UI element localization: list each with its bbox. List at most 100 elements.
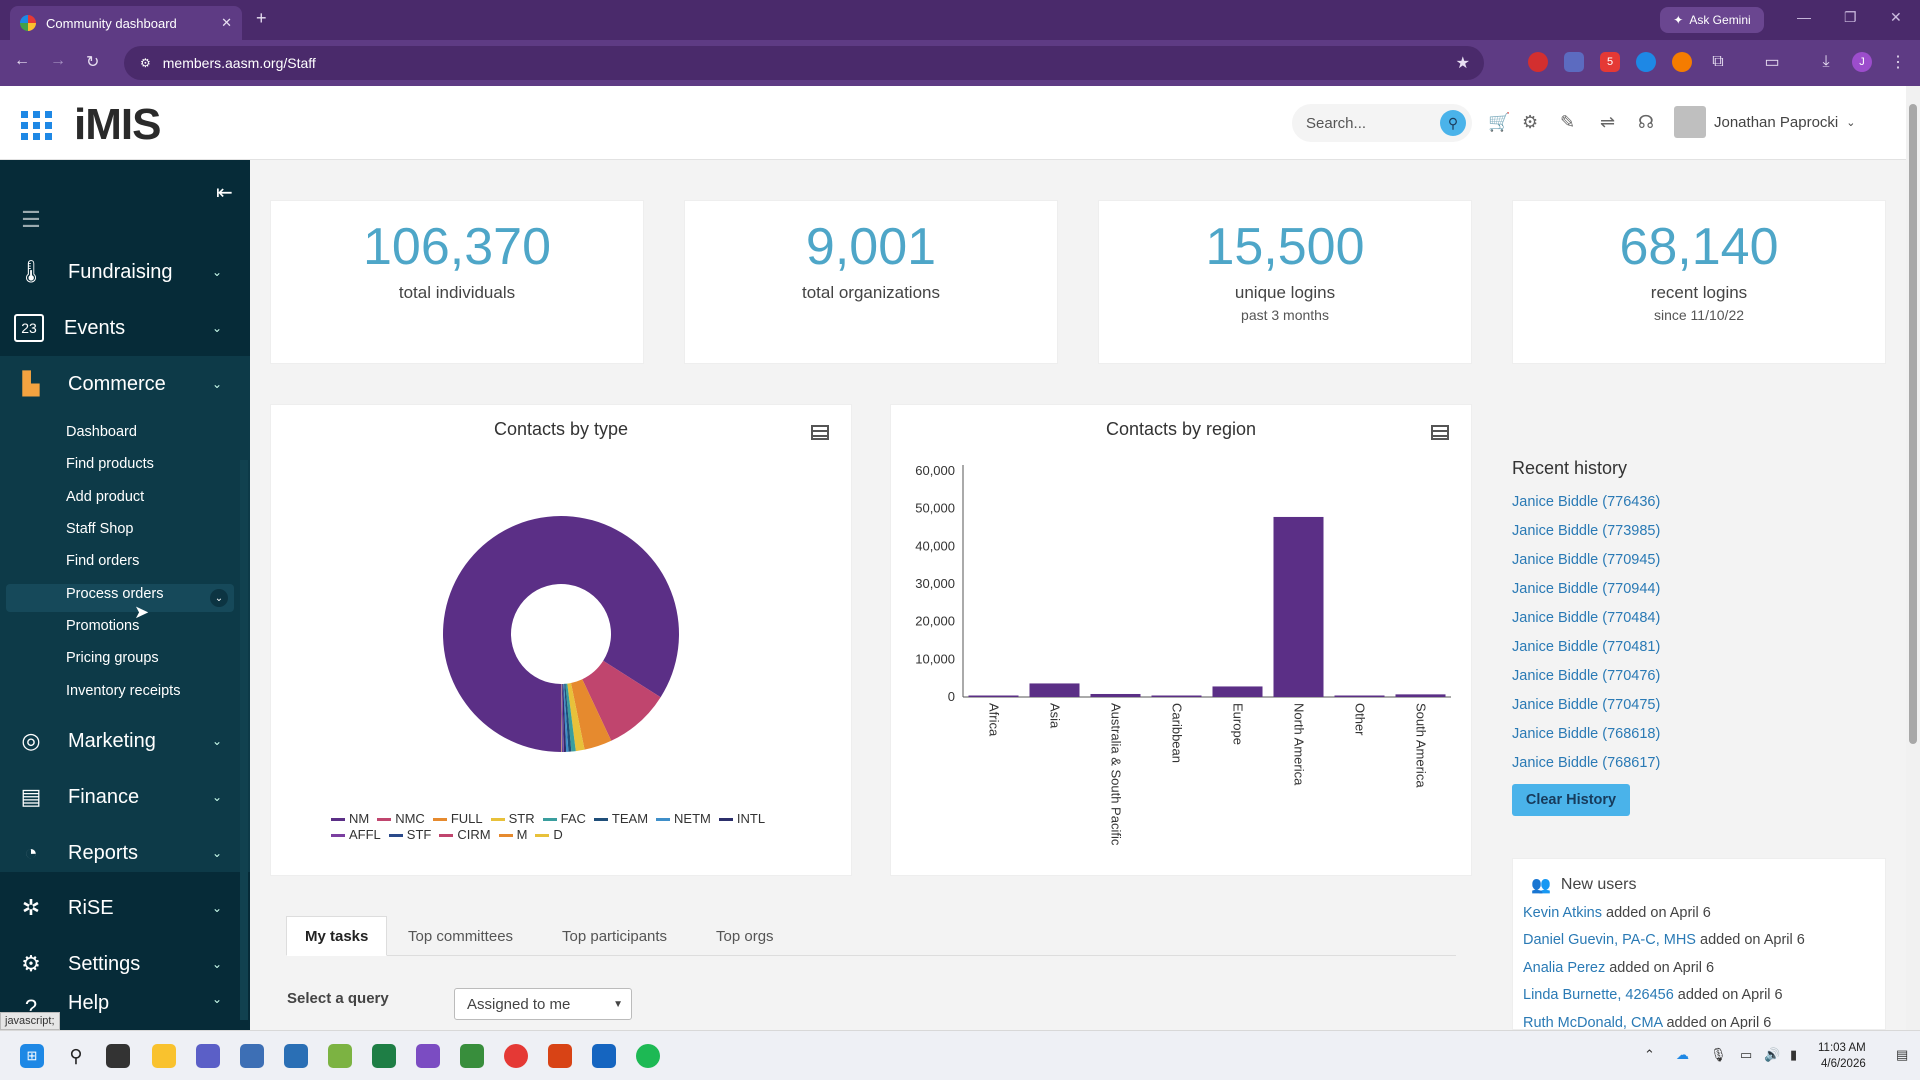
recent-history-link[interactable]: Janice Biddle (770476) [1512,668,1661,684]
extension-badge-icon[interactable]: 5 [1600,52,1620,72]
browser-menu-icon[interactable]: ⋮ [1890,54,1906,71]
bar-europe[interactable] [1212,686,1263,697]
legend-item-m[interactable]: M [498,827,527,843]
donut-slice-nmc[interactable] [582,660,661,741]
table-view-icon[interactable] [811,425,829,440]
task-view-icon[interactable] [106,1044,130,1068]
donut-slice-netm[interactable] [563,683,569,752]
browser-tab[interactable]: Community dashboard ✕ [10,6,242,40]
visual-studio-icon[interactable] [416,1044,440,1068]
legend-item-nm[interactable]: NM [331,811,369,827]
sub-item-process-orders[interactable]: Process orders [66,586,164,602]
donut-slice-nm[interactable] [443,516,679,752]
collapse-sidebar-icon[interactable]: ⇤ [216,182,233,204]
back-icon[interactable]: ← [14,52,30,69]
recent-history-link[interactable]: Janice Biddle (770475) [1512,697,1661,713]
sidebar-item-marketing[interactable]: ◎ Marketing ⌄ [0,713,250,769]
excel-icon[interactable] [372,1044,396,1068]
page-scrollbar[interactable] [1906,86,1920,1030]
bar-asia[interactable] [1029,683,1080,697]
recent-history-link[interactable]: Janice Biddle (770944) [1512,581,1661,597]
legend-item-team[interactable]: TEAM [593,811,648,827]
donut-slice-affl[interactable] [561,683,564,752]
bar-north-america[interactable] [1273,516,1324,697]
sidebar-item-rise[interactable]: ✲ RiSE ⌄ [0,880,250,936]
legend-item-affl[interactable]: AFFL [331,827,381,843]
chevron-down-icon[interactable]: ⌄ [210,589,228,607]
outlook-icon[interactable] [284,1044,308,1068]
search-box[interactable]: Search... ⚲ [1292,104,1472,142]
new-user-link[interactable]: Kevin Atkins [1523,905,1602,921]
app-icon[interactable] [460,1044,484,1068]
app-icon[interactable] [592,1044,616,1068]
network-icon[interactable]: ▭ [1740,1047,1753,1062]
sub-item-promotions[interactable]: Promotions [66,618,140,634]
sidebar-item-finance[interactable]: ▤ Finance ⌄ [0,769,250,825]
chrome-icon[interactable] [504,1044,528,1068]
search-input[interactable]: Search... [1306,114,1367,132]
donut-slice-full[interactable] [570,679,612,750]
tray-chevron-icon[interactable]: ⌃ [1644,1047,1655,1062]
bar-caribbean[interactable] [1151,695,1202,698]
bar-south-america[interactable] [1395,694,1446,697]
legend-item-str[interactable]: STR [490,811,535,827]
donut-slice-stf[interactable] [561,683,563,752]
app-launcher-icon[interactable] [16,106,52,140]
new-user-link[interactable]: Daniel Guevin, PA-C, MHS [1523,932,1696,948]
legend-item-d[interactable]: D [535,827,563,843]
new-user-link[interactable]: Linda Burnette, 426456 [1523,987,1674,1003]
process-orders-highlight[interactable]: ⌄ [6,584,234,612]
recent-history-link[interactable]: Janice Biddle (770481) [1512,639,1661,655]
recent-history-link[interactable]: Janice Biddle (770484) [1512,610,1661,626]
bar-australia-south-pacific[interactable] [1090,693,1141,697]
mic-icon[interactable]: 🎙 [1710,1047,1727,1062]
sidebar-item-fundraising[interactable]: 🌡 Fundraising ⌄ [0,244,250,300]
legend-item-stf[interactable]: STF [388,827,431,843]
search-icon[interactable]: ⚲ [69,1045,83,1066]
sidebar-item-settings[interactable]: ⚙ Settings ⌄ [0,936,250,992]
sub-item-find-products[interactable]: Find products [66,456,154,472]
reading-list-icon[interactable]: ▭ [1764,54,1780,71]
clear-history-button[interactable]: Clear History [1512,784,1630,816]
download-icon[interactable]: ⤓ [1822,53,1830,70]
sub-item-dashboard[interactable]: Dashboard [66,424,137,440]
sidebar-item-events[interactable]: 23 Events ⌄ [0,300,250,356]
legend-item-fac[interactable]: FAC [542,811,586,827]
recent-history-link[interactable]: Janice Biddle (773985) [1512,523,1661,539]
recent-history-link[interactable]: Janice Biddle (770945) [1512,552,1661,568]
extension-blue-icon[interactable] [1564,52,1584,72]
tab-my-tasks[interactable]: My tasks [286,916,388,956]
imis-logo[interactable]: iMIS [74,100,161,149]
extension-gear-icon[interactable] [1636,52,1656,72]
recent-history-link[interactable]: Janice Biddle (768617) [1512,755,1661,771]
restore-icon[interactable]: ❐ [1844,9,1857,25]
legend-item-netm[interactable]: NETM [656,811,711,827]
tab-top-participants[interactable]: Top participants [562,927,668,945]
recent-history-link[interactable]: Janice Biddle (768618) [1512,726,1661,742]
query-select[interactable]: Assigned to me ▼ [454,988,632,1020]
app-icon[interactable] [548,1044,572,1068]
ask-gemini-button[interactable]: ✦ Ask Gemini [1660,7,1764,33]
cart-icon[interactable]: 🛒 [1488,112,1511,132]
donut-slice-intl[interactable] [562,683,567,752]
site-info-icon[interactable]: ⚙ [140,56,151,70]
headset-icon[interactable]: ☊ [1638,112,1654,132]
sub-item-pricing-groups[interactable]: Pricing groups [66,650,159,666]
forward-icon[interactable]: → [50,52,66,69]
new-tab-icon[interactable]: + [256,8,267,28]
extensions-puzzle-icon[interactable]: ⧉ [1712,53,1724,70]
address-bar[interactable]: ⚙ members.aasm.org/Staff ★ [124,46,1484,80]
table-view-icon[interactable] [1431,425,1449,440]
tab-top-committees[interactable]: Top committees [408,927,514,945]
user-menu[interactable]: Jonathan Paprocki ⌄ [1674,106,1855,138]
sidebar-item-reports[interactable]: ◔ Reports ⌄ [0,825,250,881]
robot-icon[interactable]: ⚙ [1522,112,1539,132]
teams-icon[interactable] [196,1044,220,1068]
new-user-link[interactable]: Analia Perez [1523,960,1606,976]
donut-slice-team[interactable] [564,683,572,752]
tab-top-orgs[interactable]: Top orgs [716,927,774,945]
bar-africa[interactable] [968,695,1019,698]
donut-slice-str[interactable] [567,682,585,752]
legend-item-cirm[interactable]: CIRM [439,827,491,843]
page-scrollbar-thumb[interactable] [1909,104,1917,744]
